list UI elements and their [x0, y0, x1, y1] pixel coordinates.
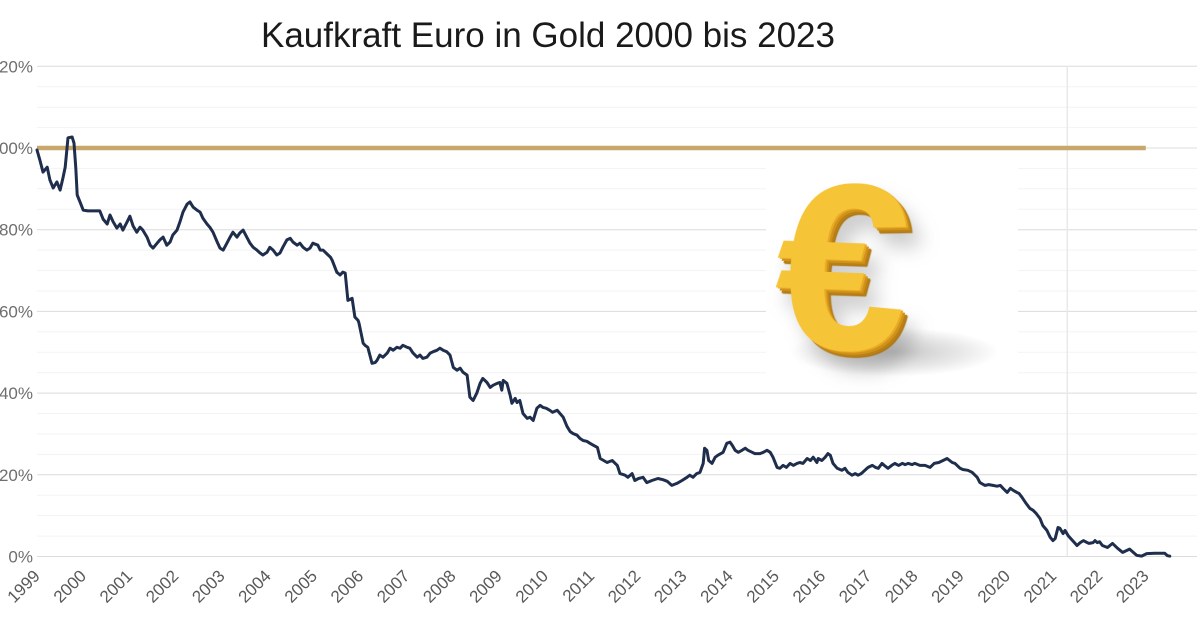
- euro-symbol-icon: €: [766, 132, 918, 403]
- euro-drop-shadow: [792, 328, 997, 376]
- x-tick-label: 2008: [419, 566, 459, 606]
- x-tick-label: 2000: [50, 566, 90, 606]
- x-tick-label: 2015: [743, 566, 783, 606]
- x-tick-label: 2023: [1112, 566, 1152, 606]
- x-axis-labels: 1999 2000 2001 2002 2003 2004 2005 2006 2007 2008…: [4, 566, 1153, 606]
- x-tick-label: 2003: [188, 566, 228, 606]
- y-tick-label: 20%: [0, 466, 33, 485]
- x-tick-label: 2009: [466, 566, 506, 606]
- x-tick-label: 2017: [835, 566, 875, 606]
- x-tick-label: 1999: [4, 566, 44, 606]
- y-axis-labels: 120% 100% 80% 60% 40% 20% 0%: [0, 57, 33, 566]
- x-tick-label: 2001: [96, 566, 136, 606]
- x-tick-label: 2014: [697, 566, 737, 606]
- x-tick-label: 2002: [142, 566, 182, 606]
- x-tick-label: 2013: [650, 566, 690, 606]
- x-tick-label: 2005: [281, 566, 321, 606]
- x-tick-label: 2006: [327, 566, 367, 606]
- x-tick-label: 2016: [789, 566, 829, 606]
- y-tick-label: 40%: [0, 384, 33, 403]
- x-tick-label: 2018: [881, 566, 921, 606]
- x-tick-label: 2021: [1020, 566, 1060, 606]
- chart-title: Kaufkraft Euro in Gold 2000 bis 2023: [261, 16, 835, 55]
- y-tick-label: 60%: [0, 302, 33, 321]
- x-tick-label: 2011: [559, 566, 598, 605]
- y-tick-label: 100%: [0, 139, 33, 158]
- y-tick-label: 80%: [0, 221, 33, 240]
- x-tick-label: 2022: [1066, 566, 1106, 606]
- x-tick-label: 2020: [974, 566, 1014, 606]
- gridlines-major: [37, 65, 1197, 557]
- x-tick-label: 2004: [235, 566, 275, 606]
- x-tick-label: 2010: [512, 566, 552, 606]
- euro-image: €: [766, 132, 1018, 403]
- x-tick-label: 2019: [928, 566, 968, 606]
- kaufkraft-series-line: [35, 135, 1172, 558]
- y-tick-label: 120%: [0, 57, 33, 76]
- x-tick-label: 2007: [373, 566, 413, 606]
- x-tick-label: 2012: [604, 566, 644, 606]
- y-tick-label: 0%: [8, 548, 33, 567]
